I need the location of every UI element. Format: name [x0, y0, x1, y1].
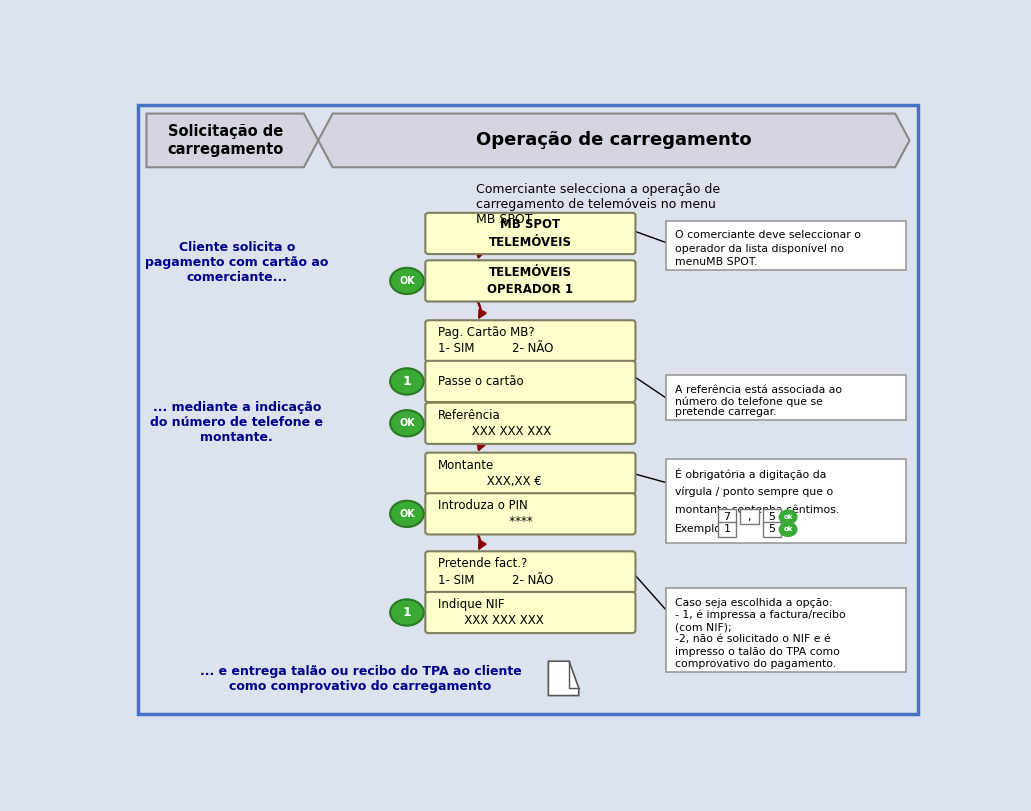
Text: A referência está associada ao: A referência está associada ao [674, 384, 841, 395]
Text: 7: 7 [724, 512, 731, 522]
Text: 1: 1 [402, 375, 411, 388]
Text: (com NIF);: (com NIF); [674, 622, 731, 632]
Circle shape [390, 268, 424, 294]
Text: 5: 5 [768, 512, 775, 522]
Text: ,: , [747, 512, 751, 522]
Text: impresso o talão do TPA como: impresso o talão do TPA como [674, 646, 839, 657]
Text: XXX XXX XXX: XXX XXX XXX [438, 425, 552, 438]
Circle shape [390, 410, 424, 436]
FancyBboxPatch shape [426, 260, 635, 302]
Text: ... e entrega talão ou recibo do TPA ao cliente
como comprovativo do carregament: ... e entrega talão ou recibo do TPA ao … [200, 665, 522, 693]
FancyBboxPatch shape [718, 509, 736, 525]
Text: Passe o cartão: Passe o cartão [438, 375, 524, 388]
Text: Cliente solicita o
pagamento com cartão ao
comerciante...: Cliente solicita o pagamento com cartão … [145, 242, 329, 285]
Text: OPERADOR 1: OPERADOR 1 [488, 283, 573, 296]
Text: ok: ok [784, 526, 793, 533]
Text: Referência: Referência [438, 409, 501, 422]
Circle shape [390, 500, 424, 527]
Text: Exemplos:: Exemplos: [674, 524, 731, 534]
Text: OK: OK [399, 508, 414, 519]
FancyBboxPatch shape [426, 320, 635, 362]
Text: comprovativo do pagamento.: comprovativo do pagamento. [674, 659, 836, 669]
Text: número do telefone que se: número do telefone que se [674, 396, 823, 406]
Text: Caso seja escolhida a opção:: Caso seja escolhida a opção: [674, 598, 832, 607]
Text: -2, não é solicitado o NIF e é: -2, não é solicitado o NIF e é [674, 634, 830, 645]
Text: 1: 1 [724, 525, 730, 534]
Polygon shape [146, 114, 319, 167]
FancyBboxPatch shape [666, 588, 906, 672]
FancyBboxPatch shape [426, 592, 635, 633]
FancyBboxPatch shape [426, 361, 635, 402]
Text: MB SPOT: MB SPOT [500, 218, 561, 231]
Circle shape [779, 522, 797, 536]
Text: TELEMÓVEIS: TELEMÓVEIS [489, 236, 572, 249]
Text: É obrigatória a digitação da: É obrigatória a digitação da [674, 468, 826, 480]
FancyBboxPatch shape [666, 459, 906, 543]
Text: OK: OK [399, 418, 414, 428]
Text: XXX,XX €: XXX,XX € [438, 475, 542, 488]
FancyBboxPatch shape [763, 509, 780, 525]
Circle shape [779, 510, 797, 524]
FancyBboxPatch shape [138, 105, 919, 714]
Text: - 1, é impressa a factura/recibo: - 1, é impressa a factura/recibo [674, 610, 845, 620]
FancyBboxPatch shape [426, 493, 635, 534]
FancyBboxPatch shape [666, 375, 906, 419]
Text: TELEMÓVEIS: TELEMÓVEIS [489, 266, 572, 279]
Text: Introduza o PIN: Introduza o PIN [438, 500, 528, 513]
Text: operador da lista disponível no: operador da lista disponível no [674, 243, 843, 254]
FancyBboxPatch shape [426, 551, 635, 593]
Polygon shape [319, 114, 909, 167]
Text: Solicitação de
carregamento: Solicitação de carregamento [167, 124, 284, 157]
Text: Comerciante selecciona a operação de
carregamento de telemóveis no menu
MB SPOT: Comerciante selecciona a operação de car… [476, 183, 721, 226]
Text: Pag. Cartão MB?: Pag. Cartão MB? [438, 326, 535, 339]
FancyBboxPatch shape [763, 522, 780, 537]
Polygon shape [548, 661, 578, 696]
Text: 1- SIM          2- NÃO: 1- SIM 2- NÃO [438, 573, 554, 586]
Text: menuMB SPOT.: menuMB SPOT. [674, 256, 757, 267]
Text: Montante: Montante [438, 459, 494, 472]
Text: Operação de carregamento: Operação de carregamento [476, 131, 752, 149]
Text: Pretende fact.?: Pretende fact.? [438, 557, 527, 570]
Text: O comerciante deve seleccionar o: O comerciante deve seleccionar o [674, 230, 861, 240]
FancyBboxPatch shape [718, 522, 736, 537]
FancyBboxPatch shape [740, 509, 759, 525]
Text: ... mediante a indicação
do número de telefone e
montante.: ... mediante a indicação do número de te… [151, 401, 324, 444]
FancyBboxPatch shape [426, 453, 635, 494]
Text: OK: OK [399, 276, 414, 286]
Text: montante contenha cêntimos.: montante contenha cêntimos. [674, 505, 839, 515]
Text: XXX XXX XXX: XXX XXX XXX [438, 614, 543, 627]
Circle shape [390, 599, 424, 625]
Text: ok: ok [784, 514, 793, 520]
FancyBboxPatch shape [426, 403, 635, 444]
Text: 1- SIM          2- NÃO: 1- SIM 2- NÃO [438, 342, 554, 355]
Text: ****: **** [438, 516, 533, 529]
Text: pretende carregar.: pretende carregar. [674, 407, 776, 418]
FancyBboxPatch shape [426, 212, 635, 254]
Text: vírgula / ponto sempre que o: vírgula / ponto sempre que o [674, 487, 833, 497]
FancyBboxPatch shape [666, 221, 906, 270]
Circle shape [390, 368, 424, 395]
Text: 5: 5 [768, 525, 775, 534]
Text: Indique NIF: Indique NIF [438, 598, 504, 611]
Text: 1: 1 [402, 606, 411, 619]
